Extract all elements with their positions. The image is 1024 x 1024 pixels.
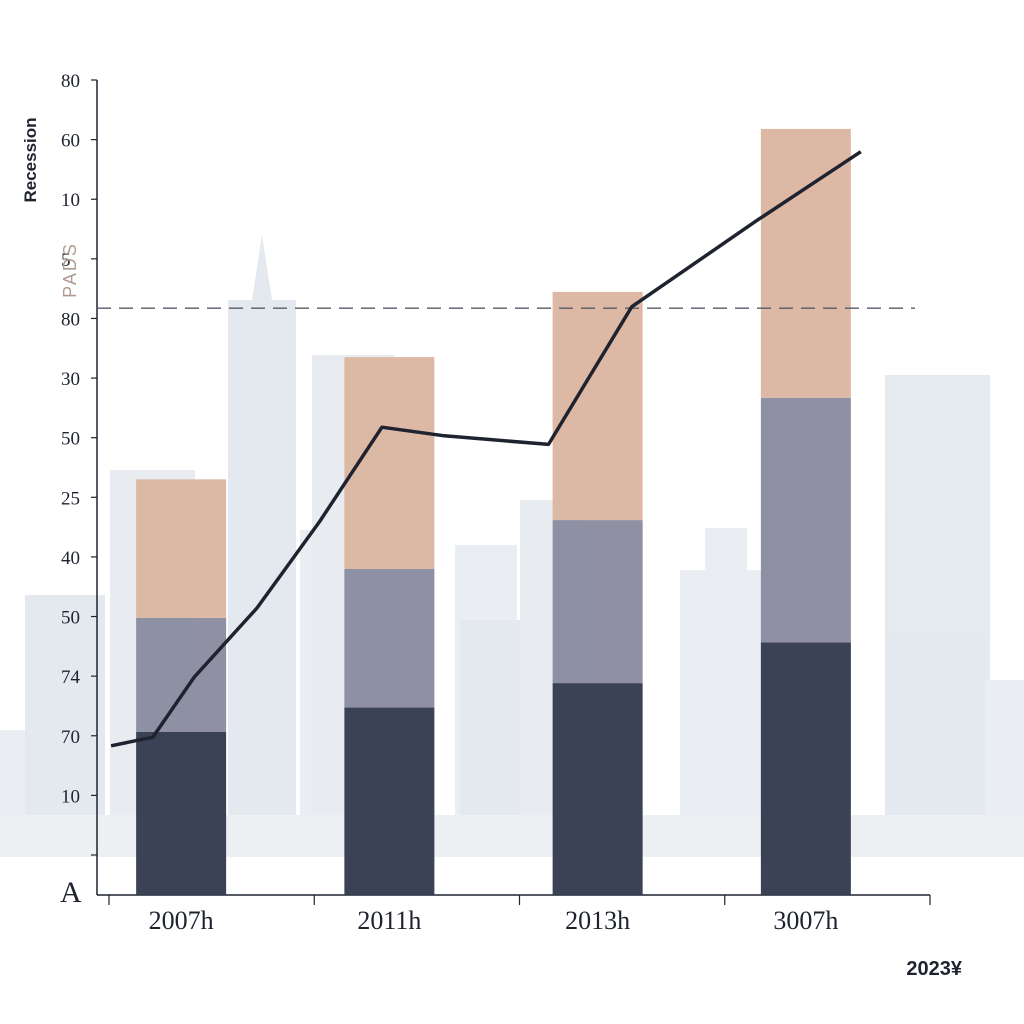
y-tick-label: 60 — [61, 131, 80, 152]
corner-label: A — [60, 876, 82, 909]
y-axis-title: Recession — [21, 117, 40, 202]
x-category-label: 2007h — [149, 906, 214, 935]
footnote-label: 2023¥ — [906, 958, 962, 980]
y-tick-label: 70 — [61, 727, 80, 748]
bar-segment — [344, 569, 435, 708]
y-tick-label: 10 — [61, 786, 80, 807]
y-tick-label: 25 — [61, 488, 80, 509]
trend-line — [110, 150, 862, 748]
y-tick-label: 80 — [61, 71, 80, 92]
y-tick-label: 40 — [61, 548, 80, 569]
y-tick-label: 80 — [61, 309, 80, 330]
x-category-label: 2013h — [565, 906, 630, 935]
bar-segment — [760, 642, 851, 895]
bar-segment — [760, 128, 851, 398]
labels: 80 60 10 5 80 30 50 25 40 50 74 70 10 2007h 2011h 2013h… — [21, 71, 963, 980]
trend-line-group — [110, 150, 862, 748]
bar-segment — [552, 291, 643, 521]
bar-segment — [344, 707, 435, 895]
bar-segment — [760, 397, 851, 643]
bar-segment — [136, 617, 227, 732]
y-axis-subtitle: PADS — [60, 242, 80, 298]
bar-segment — [136, 732, 227, 895]
x-category-label: 3007h — [773, 906, 838, 935]
y-tick-label: 10 — [61, 190, 80, 211]
y-tick-label: 74 — [61, 667, 81, 688]
y-tick-label: 5 — [61, 250, 71, 271]
bar-segment — [136, 479, 227, 618]
bar-segment — [552, 683, 643, 895]
y-tick-label: 50 — [61, 429, 80, 450]
bar-segment — [552, 520, 643, 684]
y-tick-label: 30 — [61, 369, 80, 390]
x-category-label: 2011h — [357, 906, 421, 935]
bars — [136, 128, 851, 895]
y-tick-label: 50 — [61, 608, 80, 629]
